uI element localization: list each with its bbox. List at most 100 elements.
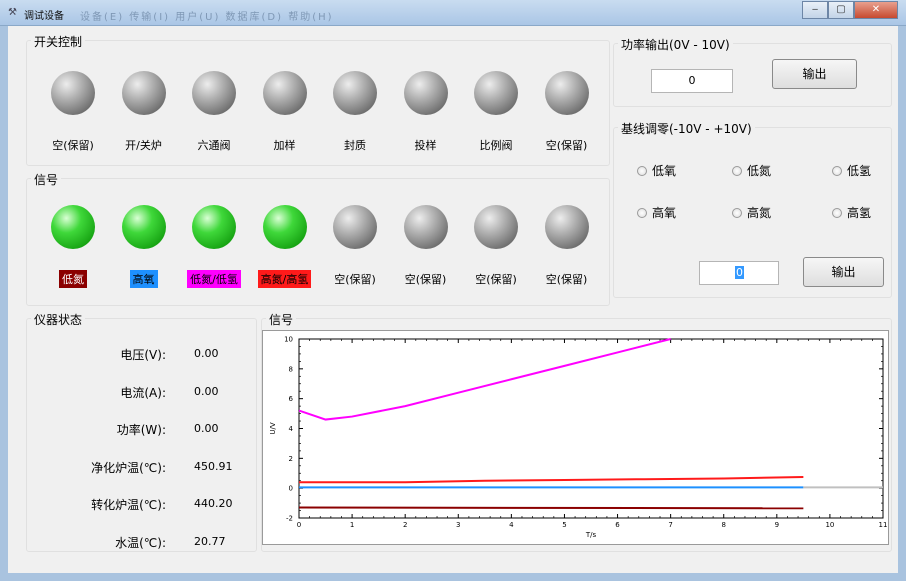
y-tick-label: 2 xyxy=(289,455,293,463)
baseline-value-input[interactable]: 0 xyxy=(699,261,779,285)
switch-label-4: 封质 xyxy=(344,139,366,152)
x-tick-label: 7 xyxy=(668,521,672,529)
switch-led-4[interactable] xyxy=(333,71,377,115)
radio-circle-icon xyxy=(732,166,742,176)
group-title: 功率输出(0V - 10V) xyxy=(618,36,733,53)
y-tick-label: -2 xyxy=(286,515,293,523)
switch-led-6[interactable] xyxy=(474,71,518,115)
signal-label-text: 低氮/低氢 xyxy=(187,270,241,288)
power-value-input[interactable]: 0 xyxy=(651,69,733,93)
y-tick-label: 10 xyxy=(284,336,293,344)
window-bottom-border xyxy=(0,573,906,581)
status-value-0: 0.00 xyxy=(194,347,219,360)
radio-label: 低氢 xyxy=(847,164,872,178)
radio-label: 低氮 xyxy=(747,164,772,178)
signal-led-3 xyxy=(262,205,307,249)
switch-label-2: 六通阀 xyxy=(197,139,231,152)
x-tick-label: 2 xyxy=(403,521,407,529)
status-value-1: 0.00 xyxy=(194,384,219,398)
signal-label-0: 低氮 xyxy=(38,270,108,288)
x-tick-label: 10 xyxy=(825,521,834,529)
radio-label: 高氢 xyxy=(847,206,872,220)
signal-led-6 xyxy=(474,205,518,249)
series-line-1 xyxy=(299,475,804,484)
baseline-radio-2[interactable]: 低氢 xyxy=(832,162,871,179)
signal-led-1 xyxy=(121,205,166,249)
radio-label: 高氧 xyxy=(652,206,677,220)
radio-label: 低氧 xyxy=(652,164,677,178)
radio-circle-icon xyxy=(832,166,842,176)
signal-label-text: 高氮/高氢 xyxy=(257,270,312,288)
series-line-4 xyxy=(298,506,804,510)
group-title: 开关控制 xyxy=(31,33,86,50)
signal-led-7 xyxy=(544,205,589,249)
title-bar: ⚒ 调试设备 设备(E) 传输(I) 用户(U) 数据库(D) 帮助(H) ‒ … xyxy=(0,0,906,26)
y-tick-label: 0 xyxy=(289,485,293,493)
window-title: 调试设备 xyxy=(24,11,64,22)
switch-label-0: 空(保留) xyxy=(52,139,94,152)
app-icon: ⚒ xyxy=(8,7,17,18)
signal-label-2: 低氮/低氢 xyxy=(179,270,249,288)
y-axis-label: U/V xyxy=(269,422,277,434)
switch-label-5: 投样 xyxy=(414,139,437,152)
radio-circle-icon xyxy=(637,208,647,218)
radio-circle-icon xyxy=(637,166,647,176)
baseline-zero-group: 基线调零(-10V - +10V) 低氧 低氮 低氢高氧 高氮 高氢 0 输出 xyxy=(613,120,892,298)
switch-led-1[interactable] xyxy=(121,71,166,115)
baseline-radio-3[interactable]: 高氧 xyxy=(637,204,676,221)
y-tick-label: 4 xyxy=(289,425,294,433)
signal-label-5: 空(保留) xyxy=(391,270,461,288)
status-label-3: 净化炉温(℃): xyxy=(91,460,166,475)
maximize-button[interactable]: ▢ xyxy=(828,1,854,19)
signal-led-4 xyxy=(333,205,377,249)
series-line-0 xyxy=(298,338,671,421)
group-title: 信号 xyxy=(31,171,62,188)
baseline-radio-1[interactable]: 低氮 xyxy=(732,162,771,179)
status-label-2: 功率(W): xyxy=(116,423,166,437)
signal-label-text: 高氧 xyxy=(129,270,158,288)
group-title: 基线调零(-10V - +10V) xyxy=(618,120,755,137)
baseline-radio-5[interactable]: 高氢 xyxy=(832,204,871,221)
signal-label-6: 空(保留) xyxy=(461,270,531,288)
signal-label-text: 空(保留) xyxy=(404,273,447,286)
signal-led-0 xyxy=(51,205,95,249)
minimize-button[interactable]: ‒ xyxy=(802,1,828,19)
baseline-radio-0[interactable]: 低氧 xyxy=(637,162,676,179)
x-tick-label: 11 xyxy=(879,521,888,529)
switch-led-0[interactable] xyxy=(51,71,95,115)
switch-led-5[interactable] xyxy=(403,71,448,115)
status-value-2: 0.00 xyxy=(194,422,219,435)
y-tick-label: 6 xyxy=(289,395,294,403)
chart-svg: 0 1 2 3 4 5 6 7 8 9 10 11 -2 0 2 4 6 8 10 T/s U/V xyxy=(269,336,888,540)
status-label-1: 电流(A): xyxy=(120,385,166,400)
switch-led-7[interactable] xyxy=(544,71,589,115)
switch-led-3[interactable] xyxy=(262,71,307,115)
status-value-3: 450.91 xyxy=(194,459,233,473)
main-client-area: 开关控制 空(保留) 开/关炉 六通阀 加样 封质 投样 比例阀 空(保留) 信号 低氮 高氧低… xyxy=(8,26,898,573)
baseline-output-button[interactable]: 输出 xyxy=(803,257,884,287)
baseline-value-text: 0 xyxy=(735,266,744,279)
radio-label: 高氮 xyxy=(747,206,772,220)
x-tick-label: 0 xyxy=(297,521,301,529)
status-label-0: 电压(V): xyxy=(120,348,166,362)
x-tick-label: 4 xyxy=(509,521,514,529)
power-output-button[interactable]: 输出 xyxy=(772,59,857,89)
baseline-radio-4[interactable]: 高氮 xyxy=(732,204,771,221)
signal-label-7: 空(保留) xyxy=(532,270,602,288)
signal-label-1: 高氧 xyxy=(109,270,179,288)
switch-label-6: 比例阀 xyxy=(479,139,513,152)
signal-chart-group: 信号 0 1 2 3 4 5 6 7 8 9 10 11 -2 0 2 4 6 8 10 T/s U/V xyxy=(261,311,892,552)
x-tick-label: 6 xyxy=(615,521,620,529)
power-output-group: 功率输出(0V - 10V) 0 输出 xyxy=(613,36,892,107)
status-label-5: 水温(℃): xyxy=(115,535,166,550)
x-tick-label: 1 xyxy=(350,521,354,529)
signal-led-5 xyxy=(403,205,448,249)
status-label-4: 转化炉温(℃): xyxy=(91,498,166,512)
switch-led-2[interactable] xyxy=(192,71,236,115)
switch-label-3: 加样 xyxy=(273,139,296,152)
instrument-status-group: 仪器状态 电压(V): 0.00 电流(A): 0.00 功率(W): 0.00 净化炉温(… xyxy=(26,311,257,552)
close-button[interactable]: ✕ xyxy=(854,1,898,19)
radio-circle-icon xyxy=(732,208,742,218)
x-tick-label: 3 xyxy=(456,521,460,529)
signal-label-4: 空(保留) xyxy=(320,270,390,288)
